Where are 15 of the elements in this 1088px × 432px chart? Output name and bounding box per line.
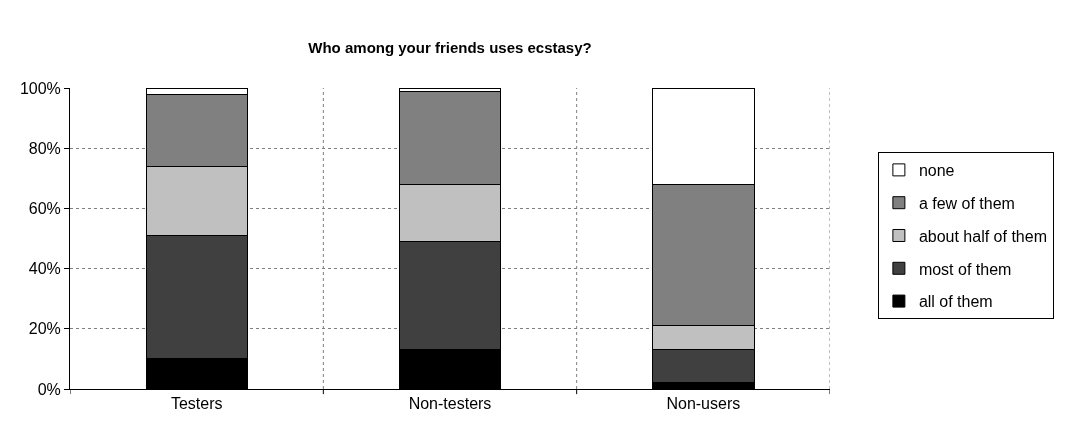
y-tick-label: 60% <box>28 200 61 217</box>
y-tick-label: 20% <box>28 320 61 338</box>
y-tick-label: 80% <box>28 139 61 157</box>
legend-label: a few of them <box>918 194 1015 212</box>
y-tick-label: 40% <box>28 260 61 278</box>
chart-title: Who among your friends uses ecstasy? <box>308 38 592 56</box>
y-tick-label: 0% <box>37 380 61 398</box>
x-tick-label: Non-users <box>666 395 741 413</box>
x-tick-label: Non-testers <box>408 395 492 413</box>
x-tick-label: Testers <box>170 395 223 413</box>
legend-label: most of them <box>918 260 1012 278</box>
legend-label: none <box>918 162 955 180</box>
legend-label: about half of them <box>918 227 1047 245</box>
y-tick-label: 100% <box>19 79 61 97</box>
legend-label: all of them <box>918 293 993 311</box>
